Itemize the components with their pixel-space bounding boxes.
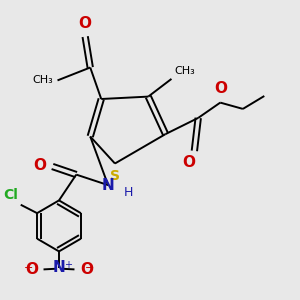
Text: O: O <box>215 81 228 96</box>
Text: O: O <box>33 158 46 172</box>
Text: S: S <box>110 169 120 184</box>
Text: N: N <box>102 178 115 193</box>
Text: +: + <box>64 260 72 270</box>
Text: O: O <box>80 262 93 277</box>
Text: O: O <box>25 262 38 277</box>
Text: CH₃: CH₃ <box>32 75 53 85</box>
Text: O: O <box>182 155 196 170</box>
Text: −: − <box>24 263 33 273</box>
Text: −: − <box>85 263 94 273</box>
Text: Cl: Cl <box>4 188 18 202</box>
Text: CH₃: CH₃ <box>174 66 195 76</box>
Text: N: N <box>52 260 65 275</box>
Text: H: H <box>124 185 133 199</box>
Text: O: O <box>79 16 92 31</box>
